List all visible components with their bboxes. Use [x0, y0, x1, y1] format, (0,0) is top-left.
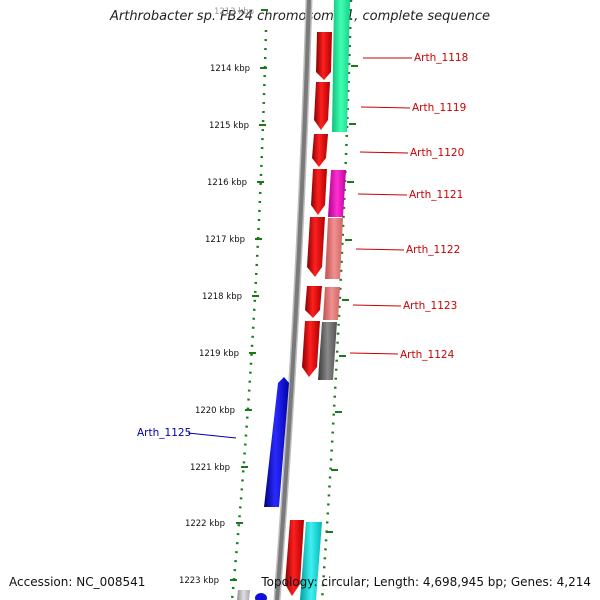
- ruler-tick-label: 1221 kbp: [190, 463, 230, 473]
- gene-label[interactable]: Arth_1124: [400, 349, 455, 361]
- ruler-tick-label: 1217 kbp: [205, 235, 245, 245]
- gene-label[interactable]: Arth_1122: [406, 244, 460, 256]
- gene-label[interactable]: Arth_1123: [403, 300, 457, 312]
- gene-arrow[interactable]: [302, 321, 320, 377]
- feature-track: [237, 0, 350, 600]
- gene-label[interactable]: Arth_1118: [414, 52, 468, 64]
- gene-arrow[interactable]: [314, 82, 330, 130]
- gene-label[interactable]: Arth_1125: [137, 427, 191, 439]
- feature-box[interactable]: [318, 322, 337, 380]
- ruler-tick-label: 1213 kbp: [214, 7, 254, 17]
- feature-box[interactable]: [237, 590, 250, 600]
- gene-arrow-reverse[interactable]: [255, 593, 267, 600]
- label-leaders: [349, 57, 412, 355]
- map-title: Arthrobacter sp. FB24 chromosome 1, comp…: [109, 9, 491, 24]
- ruler-tick-label: 1214 kbp: [210, 64, 250, 74]
- feature-box[interactable]: [300, 522, 322, 600]
- label-leader-blue: [187, 432, 237, 439]
- gene-arrow[interactable]: [307, 217, 325, 277]
- feature-box[interactable]: [332, 0, 350, 132]
- feature-box[interactable]: [328, 170, 346, 217]
- ruler-tick-label: 1216 kbp: [207, 178, 247, 188]
- ruler-tick-label: 1220 kbp: [195, 406, 235, 416]
- gene-label[interactable]: Arth_1119: [412, 102, 466, 114]
- summary-text: Topology: circular; Length: 4,698,945 bp…: [261, 575, 591, 589]
- backbone: [275, 0, 311, 600]
- ruler-tick-label: 1218 kbp: [202, 292, 242, 302]
- gene-labels: Arth_1118 Arth_1119 Arth_1120 Arth_1121 …: [400, 52, 468, 361]
- gene-label[interactable]: Arth_1120: [410, 147, 464, 159]
- gene-arrow-reverse[interactable]: [264, 377, 289, 507]
- gene-arrow[interactable]: [316, 32, 332, 80]
- gene-arrow[interactable]: [312, 134, 328, 167]
- feature-box[interactable]: [325, 218, 343, 279]
- gene-arrow[interactable]: [305, 286, 322, 318]
- ruler-tick-label: 1219 kbp: [199, 349, 239, 359]
- ruler-line: [230, 29, 268, 600]
- gene-arrow[interactable]: [311, 169, 327, 215]
- outer-track-ticks: [326, 65, 358, 533]
- ruler-tick-label: 1215 kbp: [209, 121, 249, 131]
- ruler: 1213 kbp 1214 kbp 1215 kbp 1216 kbp 1217…: [179, 7, 268, 586]
- accession-text: Accession: NC_008541: [9, 575, 146, 589]
- gene-arrow[interactable]: [285, 520, 304, 596]
- feature-box[interactable]: [323, 287, 340, 320]
- forward-genes: [285, 32, 332, 596]
- ruler-tick-label: 1222 kbp: [185, 519, 225, 529]
- ruler-tick-label: 1223 kbp: [179, 576, 219, 586]
- gene-label[interactable]: Arth_1121: [409, 189, 463, 201]
